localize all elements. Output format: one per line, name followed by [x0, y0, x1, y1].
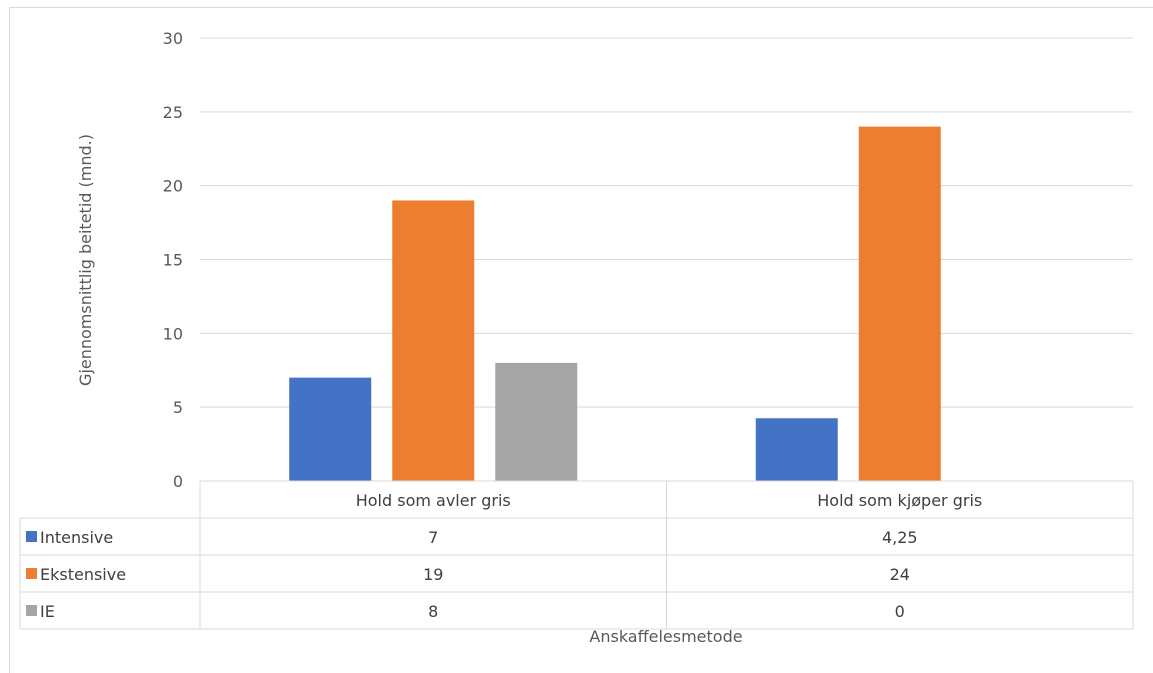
data-table: Hold som avler gris Hold som kjøper gris I… — [19, 480, 1134, 630]
data-label: 24 — [890, 565, 910, 584]
category-label: Hold som avler gris — [356, 491, 511, 510]
y-tick-label: 15 — [163, 251, 183, 270]
y-axis-title: Gjennomsnittlig beitetid (mnd.) — [76, 134, 95, 386]
data-label: 7 — [428, 528, 438, 547]
y-tick-label: 20 — [163, 177, 183, 196]
legend-label: IE — [40, 602, 55, 621]
bar-ekstensive-1 — [392, 200, 475, 481]
bar-ie-1 — [495, 362, 578, 481]
y-tick-label: 30 — [163, 29, 183, 48]
bar-intensive-2 — [755, 418, 838, 481]
legend-label: Ekstensive — [40, 565, 126, 584]
category-label: Hold som kjøper gris — [817, 491, 982, 510]
data-label: 8 — [428, 602, 438, 621]
bars — [289, 126, 941, 481]
chart-frame — [9, 7, 1153, 673]
bar-intensive-1 — [289, 377, 372, 481]
y-tick-label: 0 — [173, 472, 183, 491]
bar-ekstensive-2 — [858, 126, 941, 481]
gridlines — [200, 37, 1133, 408]
legend-swatch-intensive — [26, 531, 37, 542]
y-tick-label: 25 — [163, 103, 183, 122]
data-label: 0 — [895, 602, 905, 621]
y-tick-label: 5 — [173, 398, 183, 417]
legend-swatch-ie — [26, 605, 37, 616]
legend-label: Intensive — [40, 528, 113, 547]
x-axis-title: Anskaffelesmetode — [589, 627, 742, 646]
legend-swatch-ekstensive — [26, 568, 37, 579]
y-axis-ticks: 0 5 10 15 20 25 30 — [163, 29, 183, 491]
y-tick-label: 10 — [163, 324, 183, 343]
data-label: 19 — [423, 565, 443, 584]
data-label: 4,25 — [882, 528, 918, 547]
